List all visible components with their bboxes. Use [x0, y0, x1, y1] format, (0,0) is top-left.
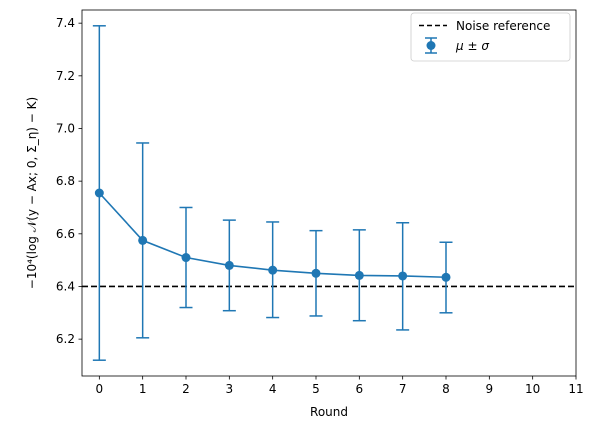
x-tick-label: 3 — [226, 382, 234, 396]
legend-errorbar-marker — [425, 37, 437, 54]
x-tick-label: 4 — [269, 382, 277, 396]
x-tick-label: 7 — [399, 382, 407, 396]
x-tick-label: 10 — [525, 382, 540, 396]
x-tick-label: 1 — [139, 382, 147, 396]
y-axis: 6.2 6.4 6.6 6.8 7.0 7.2 7.4 — [56, 16, 82, 346]
y-tick-label: 6.2 — [56, 332, 75, 346]
x-tick-label: 6 — [356, 382, 364, 396]
data-point — [311, 268, 321, 278]
data-point — [268, 265, 278, 275]
y-axis-label: −10⁴(log 𝒩(y − Ax; 0, Σ_η) − K) — [25, 97, 39, 289]
x-axis: 0 1 2 3 4 5 6 7 8 9 10 11 — [96, 376, 584, 396]
y-tick-label: 7.0 — [56, 121, 75, 135]
x-tick-label: 5 — [312, 382, 320, 396]
errorbar-group — [92, 25, 453, 361]
data-point — [94, 188, 104, 198]
x-tick-label: 9 — [486, 382, 494, 396]
y-tick-label: 6.6 — [56, 227, 75, 241]
y-tick-label: 7.4 — [56, 16, 75, 30]
legend-label-mean-pm-sigma: μ ± σ — [455, 39, 489, 53]
x-axis-label: Round — [310, 405, 348, 419]
data-point — [224, 260, 234, 270]
legend: Noise reference μ ± σ — [410, 12, 571, 62]
x-tick-label: 2 — [182, 382, 190, 396]
data-point — [138, 235, 148, 245]
legend-label-noise-reference: Noise reference — [456, 19, 550, 33]
data-point — [354, 270, 364, 280]
x-tick-label: 11 — [568, 382, 583, 396]
x-tick-label: 8 — [442, 382, 450, 396]
data-point — [181, 253, 191, 263]
series-group — [94, 188, 451, 282]
data-point — [398, 271, 408, 281]
data-point — [441, 272, 451, 282]
plot-frame — [81, 9, 577, 377]
y-tick-label: 6.8 — [56, 174, 75, 188]
y-tick-label: 7.2 — [56, 69, 75, 83]
y-tick-label: 6.4 — [56, 279, 75, 293]
legend-box — [410, 12, 571, 62]
x-tick-label: 0 — [96, 382, 104, 396]
